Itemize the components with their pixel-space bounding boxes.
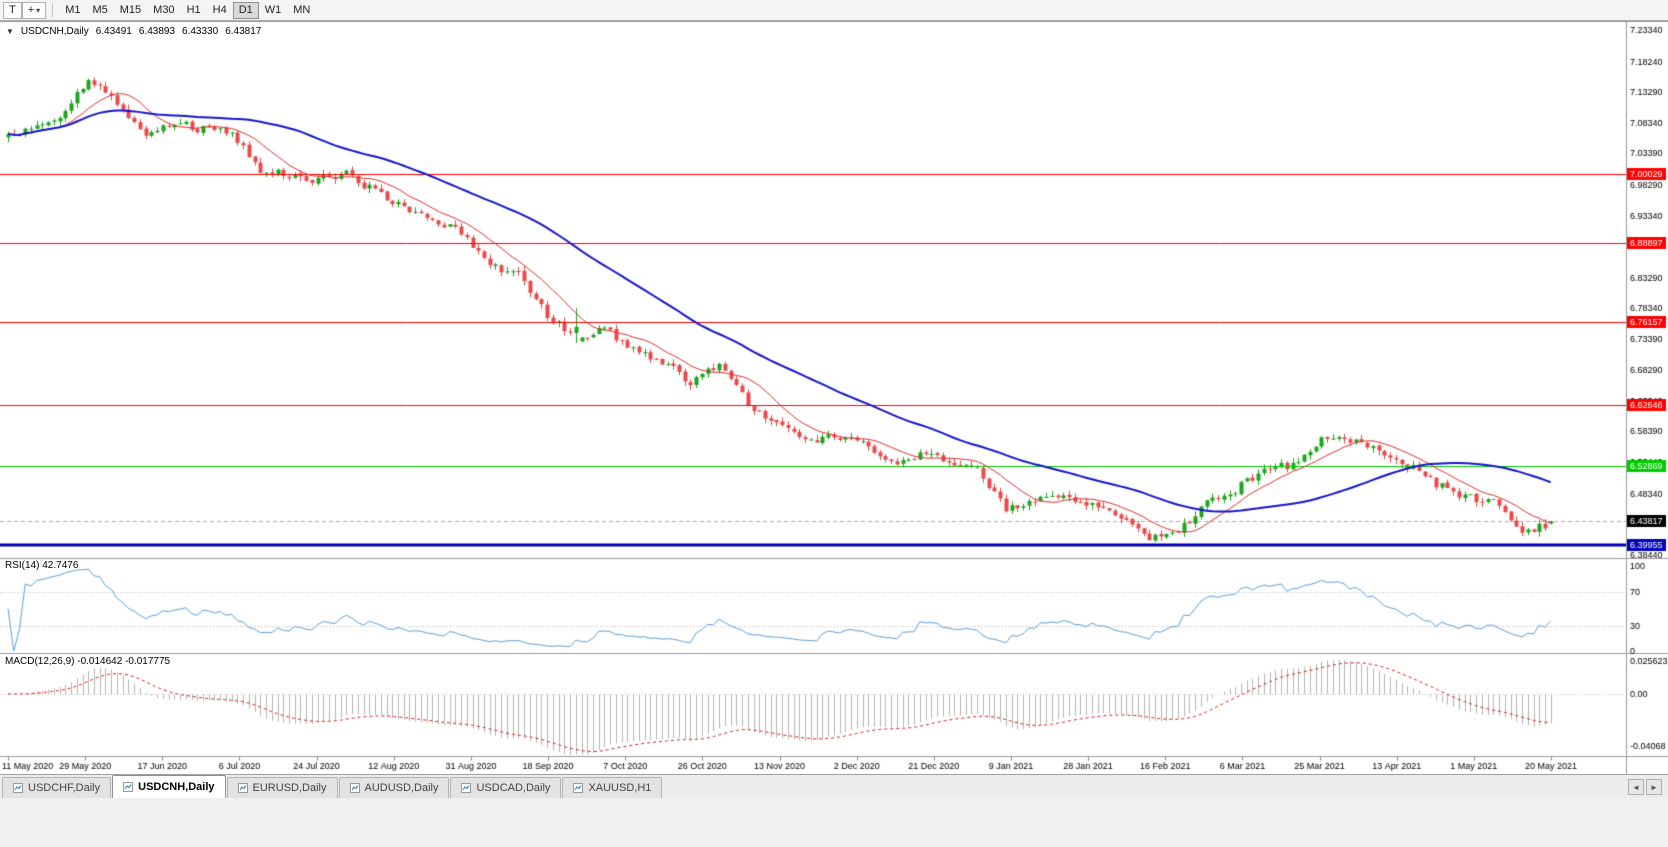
tab-xauusd-h1[interactable]: XAUUSD,H1 xyxy=(562,777,663,798)
chart-icon xyxy=(123,782,134,792)
tab-label: EURUSD,Daily xyxy=(252,782,327,794)
tabs-scroll-right-button[interactable]: ► xyxy=(1646,779,1662,795)
price-chart-canvas[interactable] xyxy=(0,21,1668,774)
crosshair-tool-button[interactable]: + ▾ xyxy=(21,1,47,19)
timeframe-m30-button[interactable]: M30 xyxy=(147,2,180,19)
tabs-scroll-left-button[interactable]: ◄ xyxy=(1628,779,1644,795)
tab-label: USDCHF,Daily xyxy=(28,782,101,794)
text-tool-button[interactable]: T xyxy=(3,1,22,19)
tab-usdcnh-daily[interactable]: USDCNH,Daily xyxy=(112,775,226,798)
tab-label: AUDUSD,Daily xyxy=(364,782,439,794)
text-tool-icon: T xyxy=(9,4,16,16)
timeframe-w1-button[interactable]: W1 xyxy=(259,2,288,19)
timeframe-m1-button[interactable]: M1 xyxy=(59,2,86,19)
timeframe-m15-button[interactable]: M15 xyxy=(114,2,147,19)
chart-icon xyxy=(349,783,360,793)
chart-tab-bar: USDCHF,Daily USDCNH,Daily EURUSD,Daily A… xyxy=(0,774,1668,798)
toolbar-separator xyxy=(52,3,54,17)
tab-label: USDCAD,Daily xyxy=(476,782,551,794)
chart-icon xyxy=(461,783,472,793)
chart-icon xyxy=(237,783,248,793)
tab-usdchf-daily[interactable]: USDCHF,Daily xyxy=(2,777,112,798)
tab-label: XAUUSD,H1 xyxy=(588,782,652,794)
tab-audusd-daily[interactable]: AUDUSD,Daily xyxy=(338,777,450,798)
tab-scroll-controls: ◄ ► xyxy=(1628,779,1668,798)
timeframe-d1-button[interactable]: D1 xyxy=(232,1,259,19)
crosshair-icon: + xyxy=(27,4,35,16)
chart-icon xyxy=(13,783,23,793)
timeframe-m5-button[interactable]: M5 xyxy=(86,2,113,19)
chart-icon xyxy=(573,783,584,793)
timeframe-mn-button[interactable]: MN xyxy=(287,2,316,19)
chevron-down-icon: ▾ xyxy=(36,5,41,15)
timeframe-h4-button[interactable]: H4 xyxy=(207,2,233,19)
tab-label: USDCNH,Daily xyxy=(138,781,215,793)
tab-usdcad-daily[interactable]: USDCAD,Daily xyxy=(450,777,562,798)
timeframe-h1-button[interactable]: H1 xyxy=(181,2,207,19)
tab-eurusd-daily[interactable]: EURUSD,Daily xyxy=(226,777,338,798)
chart-area: ▼ USDCNH,Daily 6.43491 6.43893 6.43330 6… xyxy=(0,21,1668,774)
top-toolbar: T + ▾ M1 M5 M15 M30 H1 H4 D1 W1 MN xyxy=(0,0,1668,21)
